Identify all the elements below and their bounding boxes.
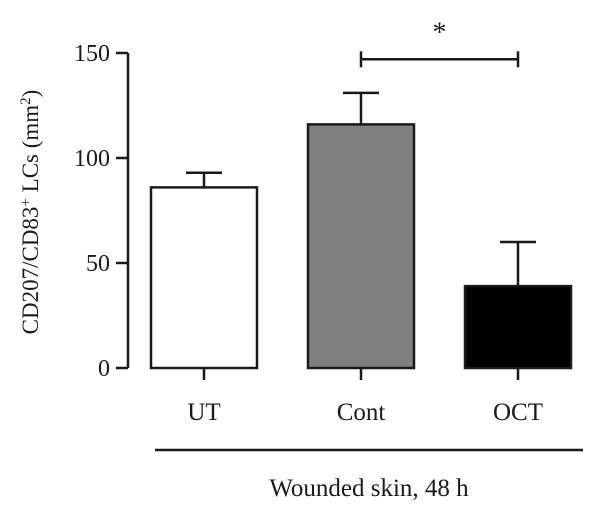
y-title-rest: LCs (mm [18,105,43,198]
bar-cont [306,123,416,370]
y-title-sup: + [18,198,34,206]
y-title-main: CD207/CD83 [18,207,43,335]
y-title-end: ) [18,90,43,98]
significance-star: * [433,17,447,48]
category-label-oct: OCT [493,399,543,426]
y-axis: 0 50 100 150 [74,41,130,382]
bar-ut [149,186,259,370]
group-label: Wounded skin, 48 h [269,475,469,502]
y-axis-title: CD207/CD83+ LCs (mm2) [18,90,43,335]
category-label-ut: UT [187,399,220,426]
y-tick-label: 0 [98,356,110,382]
significance-bracket: * [359,17,520,68]
bar-oct [463,284,573,370]
y-title-sup2: 2 [18,97,34,105]
y-tick-label: 50 [86,251,110,277]
error-bars [186,91,536,287]
y-tick-label: 150 [74,41,110,67]
category-label-cont: Cont [337,399,386,426]
category-labels: UT Cont OCT [187,368,543,426]
bars [149,123,573,370]
y-tick-label: 100 [74,146,110,172]
